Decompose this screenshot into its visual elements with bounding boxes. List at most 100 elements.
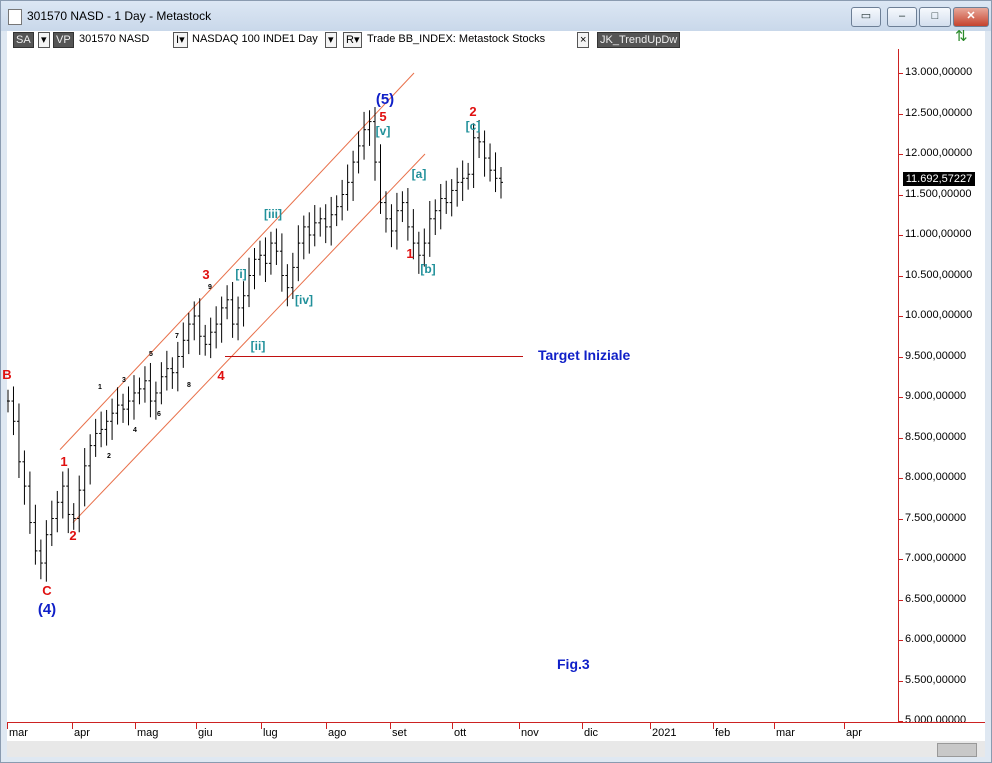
price-tick-label: 12.500,00000 (905, 106, 973, 119)
time-tick-label: feb (715, 727, 731, 739)
time-tick (7, 723, 8, 729)
wave-label: 5 (149, 351, 153, 358)
price-tick-label: 10.500,00000 (905, 268, 973, 281)
trade-info: Trade BB_INDEX: Metastock Stocks (367, 33, 546, 45)
trend-arrows-icon[interactable]: ⇅ (955, 28, 968, 45)
i-label: I (176, 34, 180, 46)
price-tick-label: 8.000,00000 (905, 471, 967, 483)
price-tick (898, 194, 903, 196)
time-tick (261, 723, 262, 729)
minimize-button[interactable]: – (887, 7, 917, 27)
time-tick-label: mar (9, 727, 28, 739)
wave-label: 7 (175, 333, 179, 340)
time-tick (196, 723, 197, 729)
period-dropdown-icon[interactable]: ▾ (325, 32, 337, 48)
remove-indicator-icon[interactable]: × (577, 32, 590, 48)
wave-label: 1 (60, 454, 68, 469)
wave-label: (4) (37, 601, 57, 618)
price-tick-label: 11.500,00000 (905, 187, 972, 200)
document-icon (8, 9, 22, 25)
wave-label: 3 (202, 267, 210, 282)
time-tick-label: lug (263, 727, 278, 739)
price-tick (898, 397, 903, 398)
price-tick-label: 9.000,00000 (905, 390, 967, 402)
price-tick-label: 12.000,00000 (905, 147, 973, 159)
price-tick-label: 13.000,00000 (905, 66, 973, 78)
maximize-button[interactable]: □ (919, 7, 951, 27)
time-tick (390, 723, 391, 729)
vp-button[interactable]: VP (53, 32, 74, 48)
wave-label: 3 (122, 377, 126, 384)
sa-button[interactable]: SA (13, 32, 34, 48)
price-tick (898, 113, 903, 115)
wave-label: [ii] (250, 339, 266, 353)
price-tick-label: 5.500,00000 (905, 673, 967, 686)
wave-label: 6 (157, 411, 161, 418)
price-tick-label: 7.000,00000 (905, 552, 967, 564)
trend-channel-line (59, 72, 415, 450)
time-tick-label: set (392, 727, 407, 739)
wave-label: 4 (133, 427, 137, 434)
wave-label: [c] (465, 119, 481, 133)
wave-label: [iii] (264, 207, 282, 221)
time-tick-label: mag (137, 727, 159, 739)
time-tick-label: ott (454, 727, 467, 739)
wave-label: 1 (406, 246, 414, 261)
time-tick-label: ago (328, 727, 347, 739)
period-label: 1 Day (289, 33, 318, 45)
time-tick-label: mar (776, 727, 795, 739)
price-chart[interactable] (6, 49, 898, 722)
time-tick-label: nov (521, 727, 539, 739)
trend-channel-line (72, 153, 426, 523)
wave-label: 2 (69, 528, 77, 543)
time-tick (713, 723, 714, 729)
instrument-label: NASDAQ 100 INDE (192, 33, 290, 45)
window-title: 301570 NASD - 1 Day - Metastock (27, 9, 212, 23)
r-dropdown-button[interactable]: R▾ (343, 32, 363, 48)
wave-label: 4 (217, 368, 225, 383)
price-tick (898, 640, 903, 641)
price-axis[interactable]: 13.000,00000 12.500,00000 12.000,00000 11.5… (898, 49, 985, 726)
sa-dropdown-icon[interactable]: ▾ (38, 32, 50, 48)
wave-label: B (2, 367, 12, 382)
wave-label: 8 (187, 382, 191, 389)
wave-label: 2 (469, 104, 477, 119)
price-tick-label: 8.500,00000 (905, 430, 967, 443)
time-tick (135, 723, 136, 729)
wave-label: C (42, 583, 52, 598)
restore-layout-button[interactable]: ▭ (851, 7, 881, 27)
wave-label: [v] (375, 124, 391, 138)
close-button[interactable]: ✕ (953, 7, 989, 27)
horizontal-scrollbar[interactable] (7, 741, 985, 757)
chart-plot-area[interactable]: (5) (4) 5 2 B C 1 2 3 4 1 [v] [c] [a] [b] [iii] [i] [ii] [… (2, 49, 898, 730)
price-tick-label: 6.000,00000 (905, 633, 967, 645)
time-axis[interactable]: mar apr mag giu lug ago set ott nov dic 2021 feb mar… (7, 722, 985, 742)
wave-label: 9 (208, 284, 212, 291)
time-tick-label: apr (74, 727, 90, 739)
i-dropdown-button[interactable]: I▾ (173, 32, 188, 48)
wave-label: [iv] (295, 293, 313, 307)
price-tick-label: 10.000,00000 (905, 309, 973, 321)
time-tick-label: dic (584, 727, 599, 739)
indicator-label[interactable]: JK_TrendUpDw (597, 32, 681, 48)
wave-label: [a] (411, 167, 427, 181)
price-tick (898, 599, 903, 601)
price-tick (898, 478, 903, 479)
time-tick (326, 723, 327, 729)
price-tick (898, 437, 903, 439)
chart-toolbar: SA ▾ VP 301570 NASD I▾ NASDAQ 100 INDE 1… (7, 28, 985, 49)
time-tick-label: giu (198, 727, 213, 739)
target-label: Target Iniziale (538, 347, 631, 363)
price-tick (898, 316, 903, 317)
scrollbar-thumb[interactable] (937, 743, 977, 757)
wave-label: 1 (98, 384, 102, 391)
title-bar[interactable]: 301570 NASD - 1 Day - Metastock ▭ – □ ✕ (1, 1, 991, 31)
wave-label: (5) (375, 91, 395, 108)
price-tick (898, 680, 903, 682)
price-tick (898, 721, 903, 722)
price-tick-label: 6.500,00000 (905, 592, 967, 605)
figure-label: Fig.3 (557, 656, 590, 672)
price-tick-label: 7.500,00000 (905, 511, 967, 524)
wave-label: [b] (420, 262, 436, 276)
